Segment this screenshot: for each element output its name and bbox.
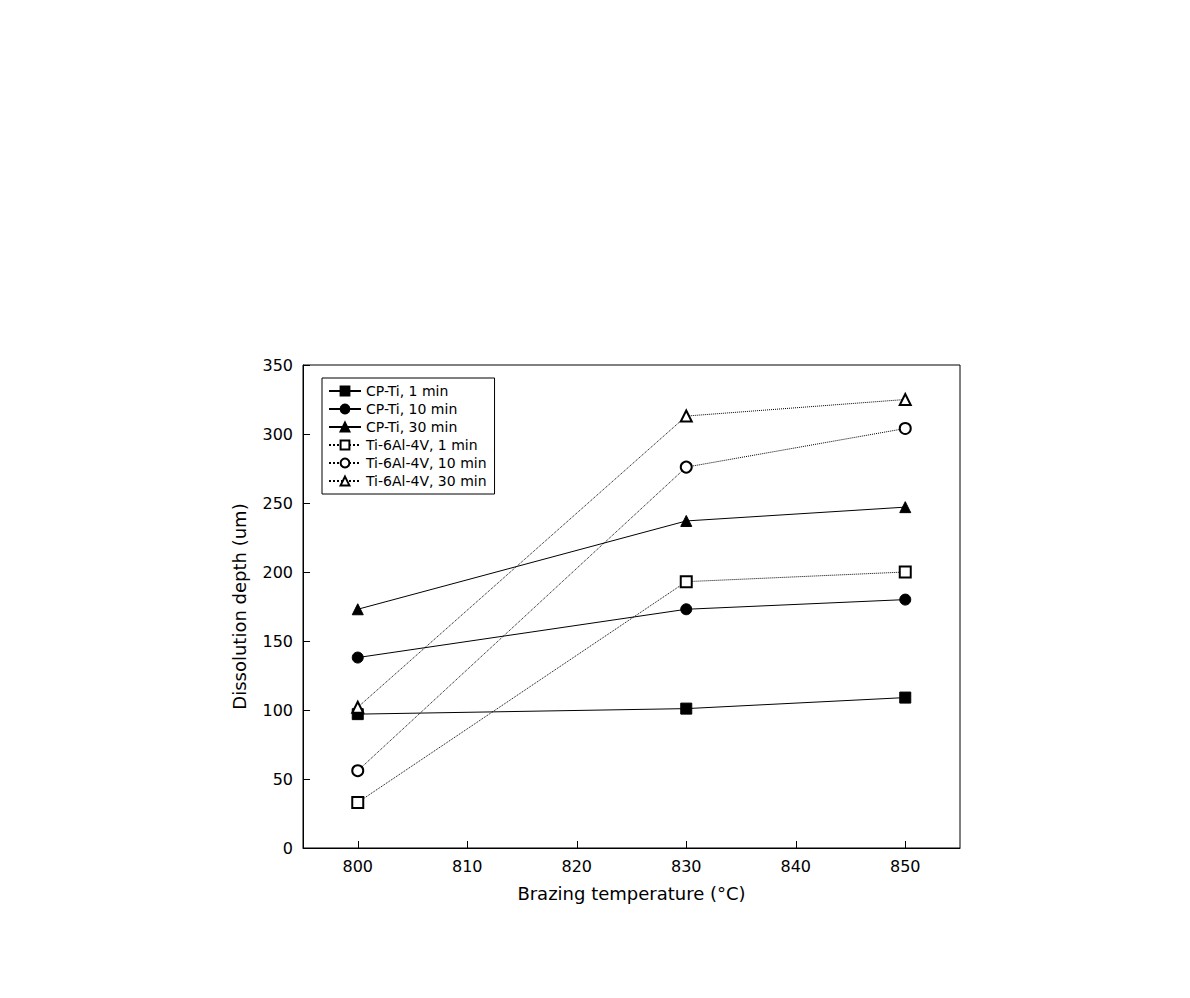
svg-text:830: 830 (671, 857, 702, 876)
svg-text:300: 300 (262, 425, 293, 444)
svg-text:850: 850 (890, 857, 921, 876)
svg-text:CP-Ti, 10 min: CP-Ti, 10 min (366, 401, 457, 417)
svg-text:810: 810 (452, 857, 483, 876)
svg-text:CP-Ti, 1 min: CP-Ti, 1 min (366, 383, 448, 399)
svg-text:Ti-6Al-4V, 30 min: Ti-6Al-4V, 30 min (365, 473, 487, 489)
svg-text:Ti-6Al-4V, 10 min: Ti-6Al-4V, 10 min (365, 455, 487, 471)
svg-text:CP-Ti, 30 min: CP-Ti, 30 min (366, 419, 457, 435)
svg-text:Ti-6Al-4V, 1 min: Ti-6Al-4V, 1 min (365, 437, 478, 453)
svg-text:820: 820 (561, 857, 592, 876)
svg-text:150: 150 (262, 632, 293, 651)
svg-text:100: 100 (262, 701, 293, 720)
svg-text:350: 350 (262, 356, 293, 375)
svg-text:250: 250 (262, 494, 293, 513)
svg-text:840: 840 (780, 857, 811, 876)
svg-text:800: 800 (342, 857, 373, 876)
svg-text:0: 0 (283, 839, 293, 858)
svg-text:200: 200 (262, 563, 293, 582)
svg-text:Dissolution depth (um): Dissolution depth (um) (229, 503, 250, 709)
svg-text:Brazing temperature (°C): Brazing temperature (°C) (517, 883, 745, 904)
svg-text:50: 50 (273, 770, 293, 789)
